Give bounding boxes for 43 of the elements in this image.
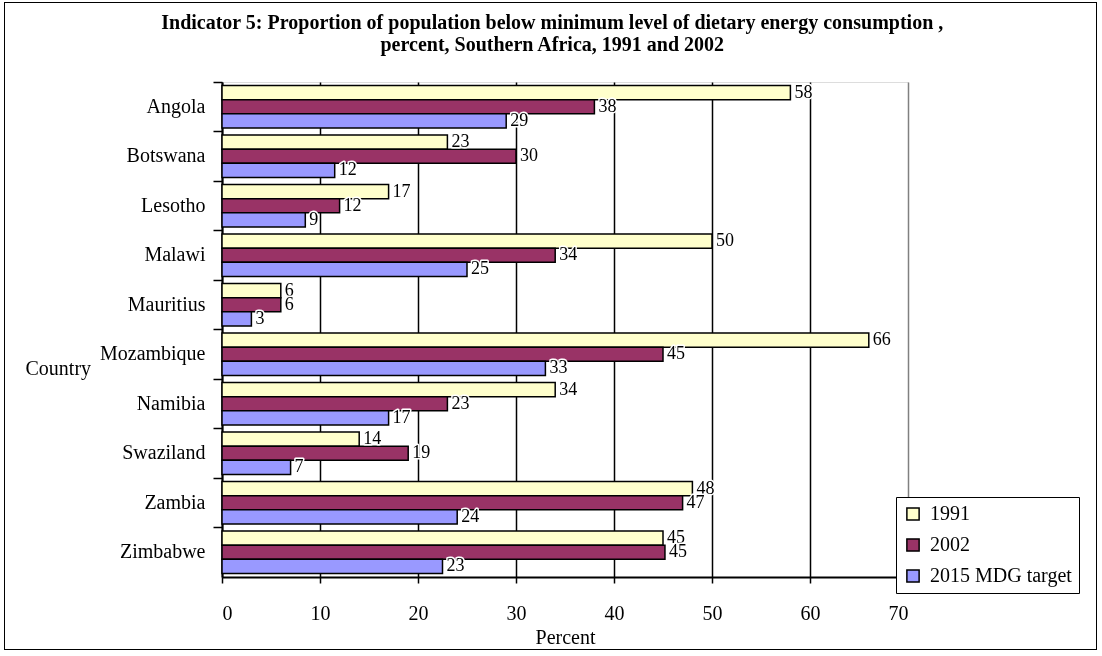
- x-tick-label: 10: [310, 601, 331, 624]
- data-label: 23: [451, 131, 470, 152]
- data-label: 34: [559, 378, 578, 399]
- data-label: 33: [549, 357, 568, 378]
- data-label: 25: [471, 258, 489, 279]
- data-label: 17: [392, 180, 411, 201]
- data-label: 12: [343, 194, 362, 215]
- data-label: 3: [255, 307, 265, 328]
- chart-title: Indicator 5: Proportion of population below minimum level of dietary energy consumption , percent, Southern Africa, 1991 and 2002: [161, 11, 944, 57]
- y-tick-label: Mozambique: [99, 342, 206, 366]
- x-tick-label: 0: [222, 601, 233, 624]
- y-tick-label: Mauritius: [127, 292, 206, 315]
- y-tick-label: Botswana: [126, 144, 206, 167]
- legend-label: 2002: [930, 533, 970, 555]
- y-tick-label: Zimbabwe: [119, 540, 206, 563]
- x-tick-label: 70: [888, 601, 909, 624]
- x-tick-label: 60: [800, 601, 821, 624]
- data-label: 34: [559, 244, 578, 265]
- data-label: 24: [461, 505, 480, 526]
- data-label: 50: [716, 230, 734, 251]
- data-label: 23: [446, 555, 465, 576]
- y-axis-title: Country: [25, 356, 92, 380]
- x-tick-label: 30: [506, 601, 527, 624]
- data-label: 14: [363, 428, 382, 449]
- y-tick-label: Namibia: [136, 391, 206, 414]
- y-tick-label: Angola: [146, 94, 206, 118]
- data-label: 7: [294, 456, 304, 477]
- data-label: 12: [338, 159, 357, 180]
- data-label: 23: [451, 392, 470, 413]
- y-tick-label: Lesotho: [141, 193, 206, 216]
- x-axis-title: Percent: [535, 625, 596, 648]
- legend-label: 1991: [930, 502, 970, 524]
- x-tick-label: 20: [408, 601, 429, 624]
- y-tick-label: Swaziland: [122, 441, 206, 464]
- y-tick-label: Malawi: [144, 243, 206, 266]
- data-label: 30: [520, 145, 538, 166]
- data-label: 45: [667, 343, 685, 364]
- data-label: 9: [309, 208, 319, 229]
- x-tick-label: 40: [604, 601, 625, 624]
- legend-label: 2015 MDG target: [930, 564, 1073, 587]
- y-tick-label: Zambia: [144, 490, 206, 513]
- data-label: 66: [872, 329, 891, 350]
- x-tick-label: 50: [702, 601, 723, 624]
